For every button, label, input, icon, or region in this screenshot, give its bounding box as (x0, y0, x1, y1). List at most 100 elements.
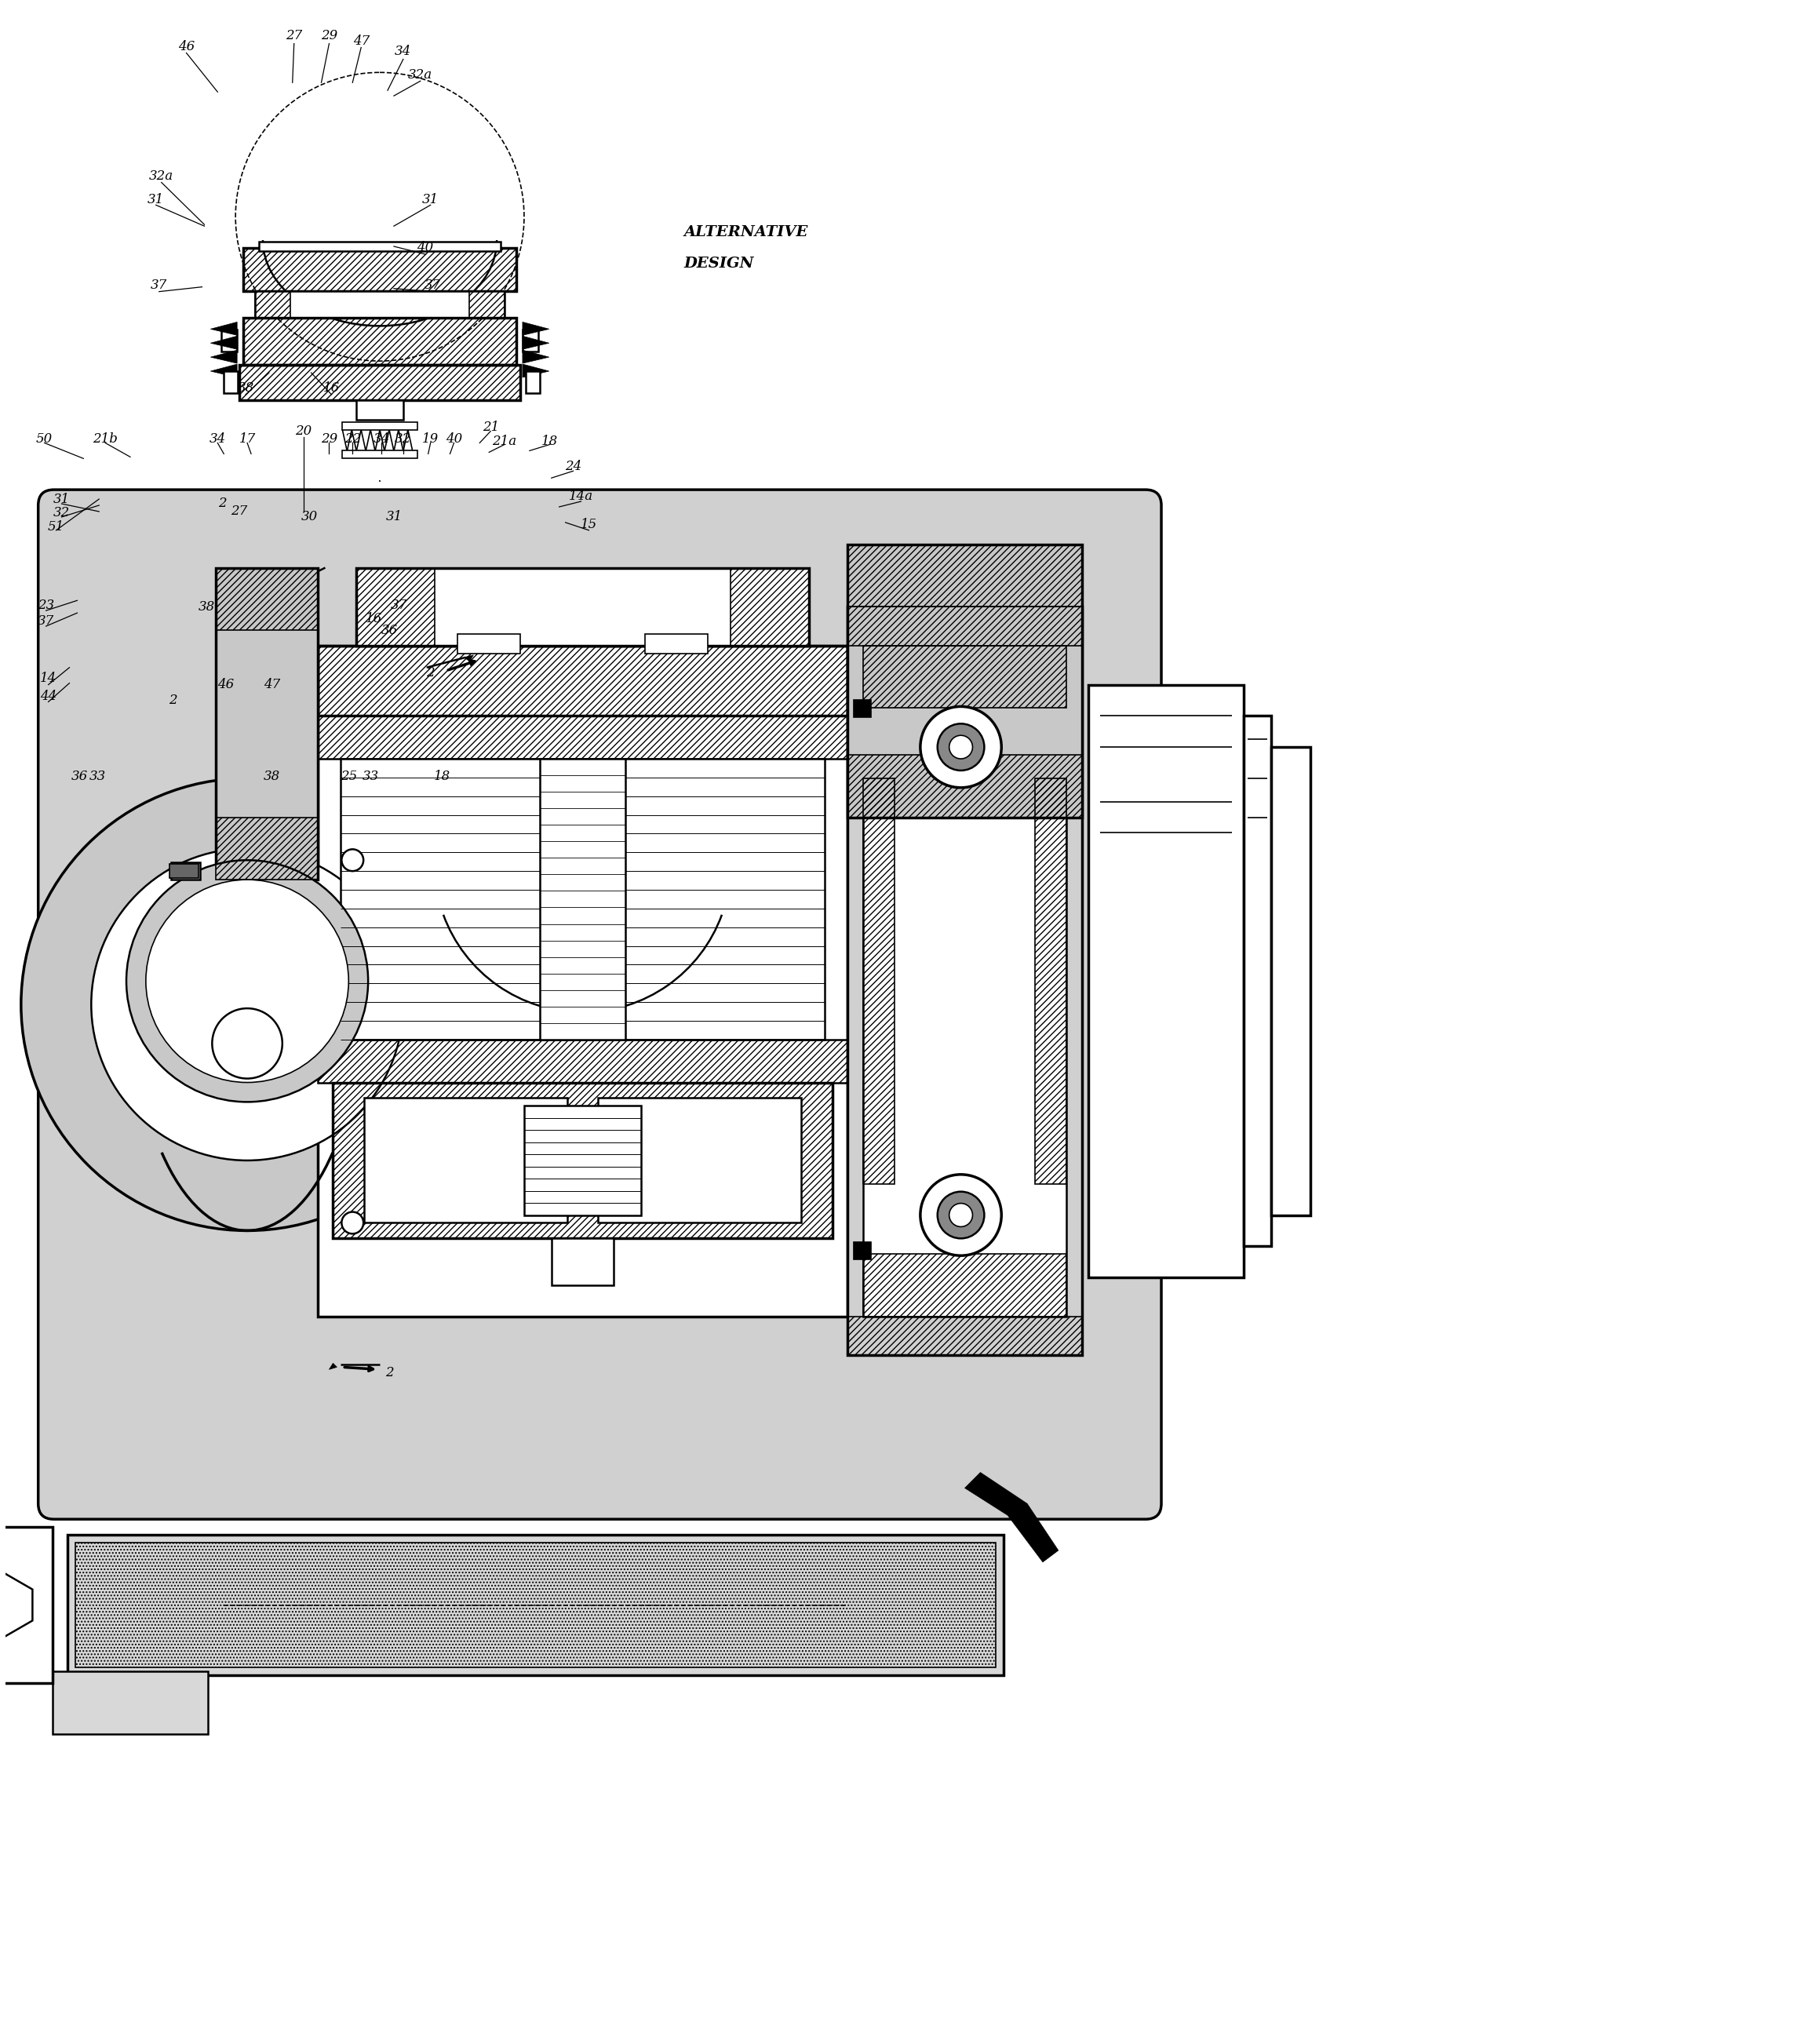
Bar (523, 1106, 641, 1214)
Text: 37: 37 (38, 613, 54, 628)
Text: 32a: 32a (149, 170, 174, 182)
Bar (1244, 715, 1271, 1247)
Polygon shape (210, 323, 237, 335)
Bar (357, 568, 435, 646)
Bar (551, 1239, 614, 1286)
Bar (216, 568, 317, 879)
Text: 38: 38 (237, 382, 254, 394)
Text: 21: 21 (482, 421, 498, 433)
Circle shape (212, 1008, 283, 1079)
Text: 31: 31 (386, 511, 402, 523)
Bar (848, 544, 1081, 818)
Bar (170, 863, 201, 879)
Polygon shape (330, 1363, 337, 1369)
Text: 36: 36 (380, 623, 398, 638)
Text: 24: 24 (565, 460, 581, 472)
Bar (848, 1316, 1081, 1355)
Text: 51: 51 (47, 521, 65, 533)
Bar (855, 701, 871, 717)
Polygon shape (464, 654, 473, 662)
Text: 20: 20 (295, 425, 311, 437)
Text: 14a: 14a (569, 489, 594, 503)
Text: 22: 22 (344, 433, 360, 446)
Text: 47: 47 (353, 35, 369, 47)
Bar (225, 372, 237, 392)
Text: 2: 2 (386, 1365, 393, 1380)
Circle shape (342, 1212, 364, 1235)
Bar (469, 290, 505, 319)
Bar (357, 568, 810, 646)
Text: 18: 18 (541, 435, 558, 448)
Polygon shape (210, 350, 237, 364)
Bar (76, 1543, 996, 1668)
Text: 16: 16 (322, 382, 340, 394)
Text: 32: 32 (53, 507, 71, 519)
Text: 27: 27 (286, 29, 302, 43)
Text: 2: 2 (217, 497, 226, 511)
Bar (848, 607, 1081, 646)
Circle shape (127, 861, 368, 1102)
Bar (53, 1672, 208, 1733)
Text: 33: 33 (362, 771, 378, 783)
Text: 2: 2 (168, 693, 177, 707)
Polygon shape (0, 1574, 33, 1635)
Bar (216, 568, 317, 630)
Polygon shape (523, 323, 549, 335)
Text: 2: 2 (426, 666, 435, 681)
Bar (1271, 746, 1311, 1214)
Text: 30: 30 (301, 511, 319, 523)
Text: 21a: 21a (493, 435, 516, 448)
Polygon shape (210, 335, 237, 350)
Bar (458, 634, 520, 654)
Text: 33: 33 (89, 771, 105, 783)
Bar (864, 646, 1067, 707)
Text: 29: 29 (321, 433, 337, 446)
Text: 37: 37 (424, 278, 442, 292)
Bar (732, 568, 810, 646)
Bar (645, 634, 708, 654)
Text: 32: 32 (395, 433, 411, 446)
Text: 31: 31 (149, 192, 165, 206)
Text: 40: 40 (446, 433, 462, 446)
Polygon shape (523, 364, 549, 378)
Text: 25: 25 (340, 771, 357, 783)
Bar (221, 329, 237, 352)
Text: 17: 17 (239, 433, 255, 446)
Bar (848, 607, 1081, 1355)
Text: 16: 16 (366, 611, 382, 625)
Text: 46: 46 (177, 41, 196, 53)
Circle shape (22, 779, 473, 1230)
Bar (243, 319, 516, 366)
Text: 38: 38 (199, 601, 216, 613)
Bar (848, 544, 1081, 607)
Bar (342, 452, 417, 458)
Bar (342, 421, 417, 429)
Text: 27: 27 (232, 505, 248, 519)
Bar (67, 1535, 1003, 1676)
Bar (848, 754, 1081, 818)
Circle shape (342, 848, 364, 871)
Polygon shape (965, 1472, 1058, 1562)
Bar (864, 1255, 1067, 1316)
Circle shape (949, 1204, 973, 1226)
Bar (317, 1040, 848, 1083)
Polygon shape (210, 364, 237, 378)
Text: 44: 44 (40, 689, 56, 703)
Text: DESIGN: DESIGN (685, 255, 753, 270)
Bar (317, 646, 848, 1316)
Text: 36: 36 (71, 771, 89, 783)
Bar (216, 818, 317, 879)
Text: 21b: 21b (92, 433, 118, 446)
Bar (255, 290, 505, 319)
Text: 34: 34 (373, 433, 389, 446)
Text: 46: 46 (217, 679, 234, 691)
Text: 37: 37 (150, 278, 167, 292)
Circle shape (938, 724, 983, 771)
Text: 15: 15 (581, 517, 598, 531)
Bar (357, 401, 404, 419)
Text: 47: 47 (264, 679, 281, 691)
Text: 37: 37 (391, 599, 407, 611)
Bar (540, 758, 625, 1040)
Bar (0, 1527, 53, 1682)
Polygon shape (523, 335, 549, 350)
